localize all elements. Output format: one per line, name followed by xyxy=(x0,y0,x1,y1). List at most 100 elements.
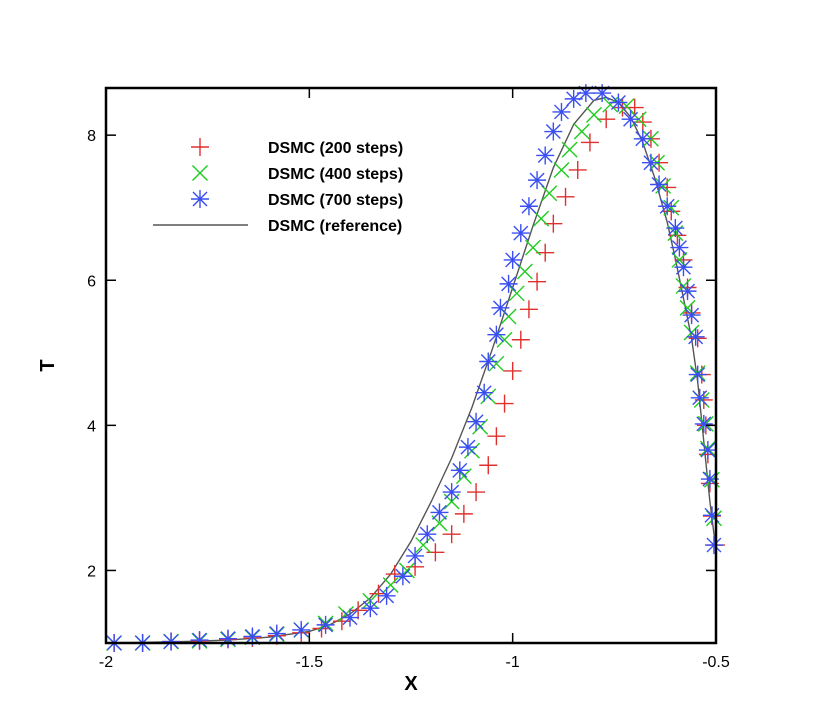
data-point xyxy=(650,175,669,194)
data-point xyxy=(536,243,555,262)
data-point xyxy=(698,441,717,460)
plot-frame xyxy=(104,86,718,645)
data-point xyxy=(702,506,721,525)
data-point xyxy=(621,110,640,129)
data-point xyxy=(663,199,680,216)
data-point xyxy=(430,503,449,522)
data-point xyxy=(690,388,709,407)
data-point xyxy=(662,202,681,221)
data-point xyxy=(292,620,311,639)
series-reference-line xyxy=(105,96,717,644)
data-point xyxy=(377,586,396,605)
data-point xyxy=(467,483,486,502)
data-point xyxy=(670,238,689,257)
y-tick-label: 2 xyxy=(87,563,96,580)
data-point xyxy=(674,258,693,277)
data-point xyxy=(162,632,181,651)
data-point xyxy=(406,546,425,565)
data-point xyxy=(511,330,530,349)
data-point xyxy=(349,601,368,620)
data-point xyxy=(573,123,590,140)
data-point xyxy=(671,251,688,268)
data-point xyxy=(597,110,616,129)
data-point xyxy=(495,394,514,413)
x-tick-label: -1 xyxy=(506,654,520,671)
data-point xyxy=(544,214,563,233)
data-point xyxy=(666,219,685,238)
data-point xyxy=(415,537,432,554)
data-point xyxy=(267,624,286,643)
data-point xyxy=(487,325,506,344)
data-point xyxy=(475,383,494,402)
data-point xyxy=(658,197,677,216)
data-point xyxy=(536,146,555,165)
data-point xyxy=(544,122,563,141)
data-point xyxy=(704,536,723,555)
data-point xyxy=(361,599,380,618)
data-point xyxy=(503,250,522,269)
legend-label: DSMC (700 steps) xyxy=(268,192,403,209)
series-1-markers xyxy=(105,98,725,652)
series-3-markers xyxy=(105,84,723,652)
data-point xyxy=(382,576,399,593)
data-point xyxy=(511,224,530,243)
data-point xyxy=(426,543,445,562)
data-point xyxy=(190,631,209,650)
plot-area xyxy=(105,84,725,652)
data-point xyxy=(609,93,628,112)
data-point xyxy=(568,160,587,179)
legend-label: DSMC (reference) xyxy=(268,218,402,235)
data-point xyxy=(528,171,547,190)
data-point xyxy=(679,299,696,316)
data-point xyxy=(418,525,437,544)
data-point xyxy=(442,525,461,544)
data-point xyxy=(561,141,578,158)
data-point xyxy=(688,365,707,384)
x-tick-label: -1.5 xyxy=(296,654,324,671)
data-point xyxy=(499,274,518,293)
data-point xyxy=(341,608,359,627)
data-point xyxy=(487,427,506,446)
data-point xyxy=(686,327,705,346)
data-point xyxy=(316,615,335,634)
data-point xyxy=(519,300,538,319)
data-point xyxy=(519,197,538,216)
data-point xyxy=(678,282,697,301)
data-point xyxy=(618,98,635,115)
x-tick-label: -2 xyxy=(99,654,113,671)
legend-marker xyxy=(191,138,209,156)
legend-marker xyxy=(192,165,208,181)
data-point xyxy=(393,567,412,586)
x-axis-title: X xyxy=(404,673,418,695)
data-point xyxy=(508,285,525,302)
data-point xyxy=(467,412,486,431)
data-point xyxy=(580,133,599,152)
y-tick-label: 8 xyxy=(87,128,96,145)
data-point xyxy=(503,361,522,380)
legend-marker xyxy=(191,190,209,208)
data-point xyxy=(219,629,237,648)
y-tick-label: 6 xyxy=(87,273,96,290)
legend-label: DSMC (200 steps) xyxy=(268,140,403,157)
y-axis-title: T xyxy=(37,359,59,371)
data-point xyxy=(442,483,461,502)
data-point xyxy=(655,177,672,194)
data-point xyxy=(564,89,583,108)
data-point xyxy=(479,352,498,371)
data-point xyxy=(525,239,541,256)
x-tick-label: -0.5 xyxy=(702,654,730,671)
data-point xyxy=(454,504,473,523)
data-point xyxy=(479,456,498,475)
data-point xyxy=(641,153,660,172)
data-point xyxy=(586,106,602,123)
data-point xyxy=(541,185,558,202)
legend: DSMC (200 steps) DSMC (400 steps) DSMC (70… xyxy=(153,138,403,235)
data-point xyxy=(332,612,351,631)
axes: -2 -1.5 -1 -0.5 2 4 6 8 xyxy=(87,88,730,671)
data-point xyxy=(682,306,701,325)
data-point xyxy=(552,102,571,121)
data-point xyxy=(633,129,652,148)
data-point xyxy=(556,187,575,206)
data-point xyxy=(694,414,713,433)
